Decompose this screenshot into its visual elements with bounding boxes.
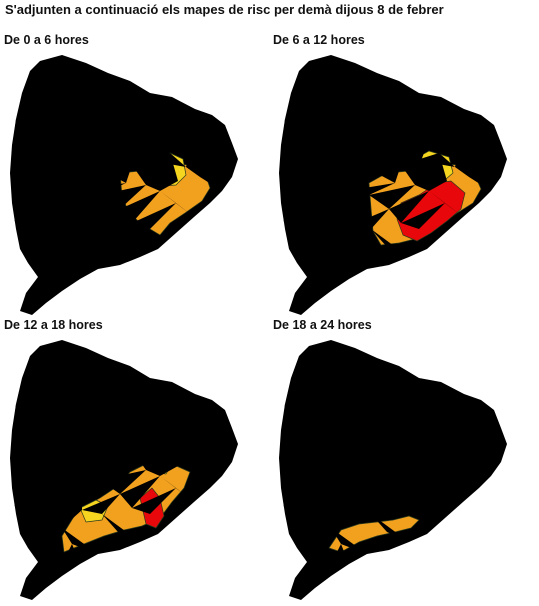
catalonia-risk-map bbox=[10, 340, 238, 600]
panel-title: De 12 a 18 hores bbox=[4, 318, 103, 332]
panel-title: De 0 a 6 hores bbox=[4, 33, 89, 47]
risk-map-panel-18-24h: De 18 a 24 hores bbox=[269, 318, 535, 606]
moderate-risk-zone bbox=[61, 461, 191, 553]
risk-map-panel-12-18h: De 12 a 18 hores bbox=[0, 318, 266, 606]
panel-title: De 6 a 12 hores bbox=[273, 33, 365, 47]
risk-map-panel-0-6h: De 0 a 6 hores bbox=[0, 33, 266, 321]
page-title: S'adjunten a continuació els mapes de ri… bbox=[5, 2, 444, 17]
catalonia-risk-map bbox=[10, 55, 238, 315]
catalonia-risk-map bbox=[279, 340, 507, 600]
panel-title: De 18 a 24 hores bbox=[273, 318, 372, 332]
risk-map-panel-6-12h: De 6 a 12 hores bbox=[269, 33, 535, 321]
catalonia-risk-map bbox=[279, 55, 507, 315]
